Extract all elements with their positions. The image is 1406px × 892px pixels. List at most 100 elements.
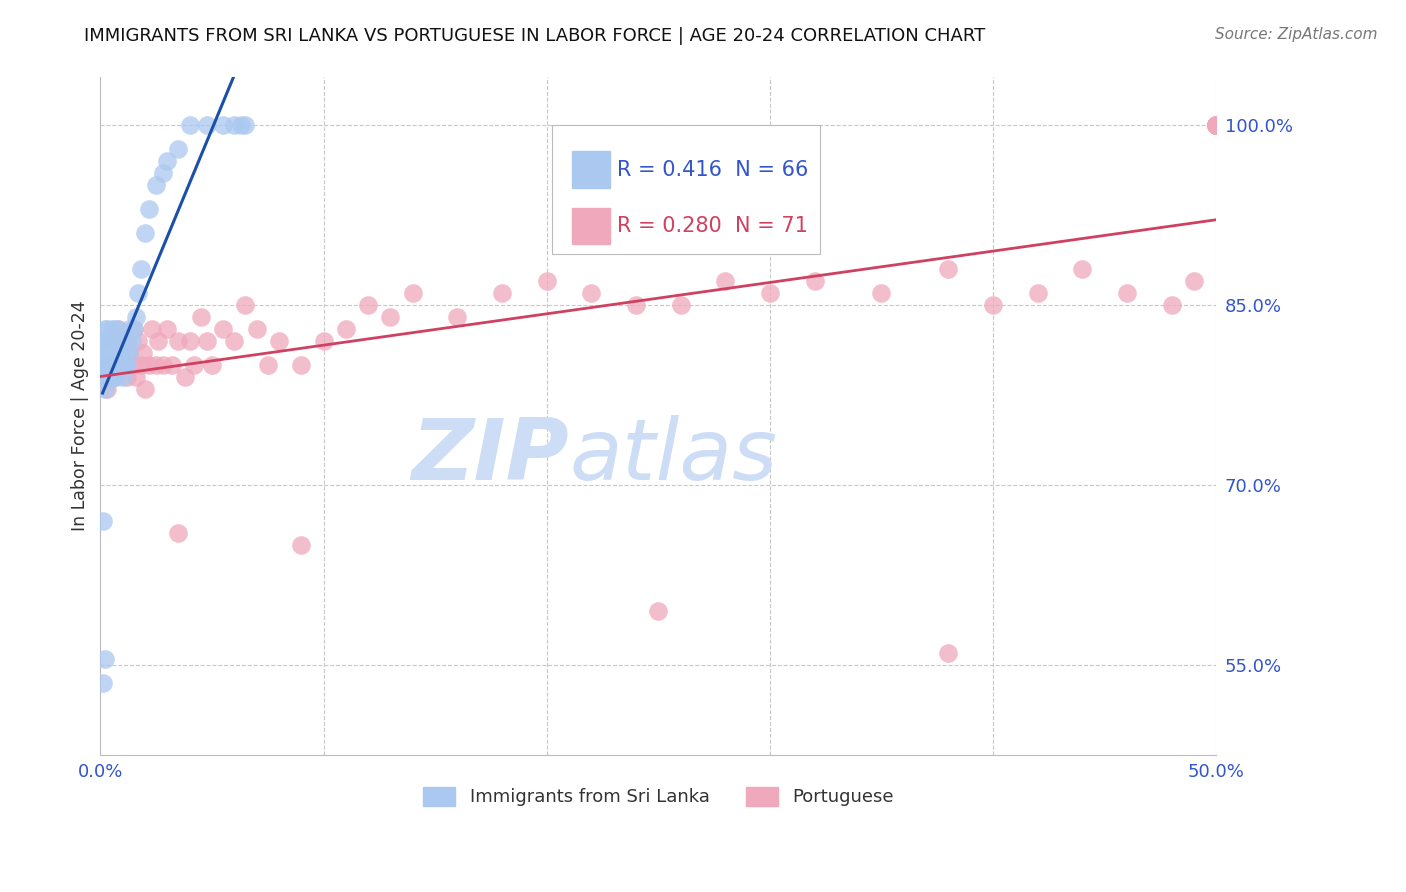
Point xyxy=(212,322,235,336)
Point xyxy=(1071,262,1094,277)
Point xyxy=(96,322,118,336)
Point xyxy=(111,334,134,349)
Point xyxy=(104,370,127,384)
Point xyxy=(107,346,129,360)
Point xyxy=(98,358,121,372)
Point xyxy=(118,346,141,360)
Point xyxy=(938,262,960,277)
Point xyxy=(125,310,148,325)
Point xyxy=(714,274,737,288)
FancyBboxPatch shape xyxy=(572,152,610,188)
Point xyxy=(91,358,114,372)
Point xyxy=(94,358,117,372)
Point xyxy=(103,358,125,372)
FancyBboxPatch shape xyxy=(572,208,610,244)
Point xyxy=(110,358,132,372)
Point xyxy=(138,358,160,372)
Point xyxy=(335,322,357,336)
Point xyxy=(94,322,117,336)
Point xyxy=(125,370,148,384)
Point xyxy=(111,370,134,384)
Point xyxy=(138,202,160,217)
Point xyxy=(1205,119,1227,133)
Point xyxy=(107,358,129,372)
Point xyxy=(357,298,380,312)
Point xyxy=(1205,119,1227,133)
Point xyxy=(110,334,132,349)
Text: IMMIGRANTS FROM SRI LANKA VS PORTUGUESE IN LABOR FORCE | AGE 20-24 CORRELATION C: IMMIGRANTS FROM SRI LANKA VS PORTUGUESE … xyxy=(84,27,986,45)
Point xyxy=(224,334,246,349)
Point xyxy=(115,334,138,349)
Point xyxy=(446,310,468,325)
Point xyxy=(134,227,156,241)
Point xyxy=(201,358,224,372)
Point xyxy=(98,334,121,349)
Point xyxy=(179,334,201,349)
Point xyxy=(96,346,118,360)
Point xyxy=(98,370,121,384)
Point xyxy=(107,322,129,336)
Point xyxy=(103,322,125,336)
Point xyxy=(1205,119,1227,133)
Point xyxy=(94,382,117,396)
Point xyxy=(115,370,138,384)
Point xyxy=(104,334,127,349)
Point xyxy=(111,358,134,372)
Point xyxy=(402,286,425,301)
Point xyxy=(107,322,129,336)
Text: R = 0.280  N = 71: R = 0.280 N = 71 xyxy=(617,216,808,236)
Point xyxy=(100,322,122,336)
Point xyxy=(197,119,219,133)
Point xyxy=(1116,286,1139,301)
Point xyxy=(107,358,129,372)
Point xyxy=(118,322,141,336)
Point xyxy=(91,676,114,690)
Legend: Immigrants from Sri Lanka, Portuguese: Immigrants from Sri Lanka, Portuguese xyxy=(415,780,901,814)
Point xyxy=(212,119,235,133)
Point xyxy=(91,370,114,384)
Point xyxy=(229,119,252,133)
Point xyxy=(1205,119,1227,133)
Point xyxy=(190,310,212,325)
Point xyxy=(981,298,1004,312)
Point xyxy=(100,334,122,349)
Point xyxy=(145,358,167,372)
Point xyxy=(803,274,825,288)
Point xyxy=(167,334,190,349)
Point xyxy=(380,310,402,325)
Point xyxy=(1205,119,1227,133)
Point xyxy=(156,154,179,169)
Point xyxy=(224,119,246,133)
Point xyxy=(938,646,960,660)
Point xyxy=(870,286,893,301)
Point xyxy=(179,119,201,133)
Text: ZIP: ZIP xyxy=(412,416,569,499)
Point xyxy=(183,358,205,372)
Point xyxy=(100,370,122,384)
Point xyxy=(235,119,257,133)
Y-axis label: In Labor Force | Age 20-24: In Labor Force | Age 20-24 xyxy=(72,301,89,532)
Point xyxy=(103,346,125,360)
Point xyxy=(96,382,118,396)
Point xyxy=(160,358,183,372)
Point xyxy=(104,358,127,372)
Point xyxy=(1160,298,1182,312)
Point xyxy=(122,322,145,336)
Point xyxy=(245,322,267,336)
Point xyxy=(235,298,257,312)
Point xyxy=(1026,286,1049,301)
Point xyxy=(111,358,134,372)
Point xyxy=(167,526,190,541)
Point xyxy=(197,334,219,349)
Point xyxy=(256,358,278,372)
Point xyxy=(312,334,335,349)
Point xyxy=(121,358,143,372)
Point xyxy=(115,358,138,372)
Point xyxy=(141,322,163,336)
Point xyxy=(647,604,669,618)
Point xyxy=(129,358,152,372)
Point xyxy=(103,370,125,384)
Point xyxy=(152,166,174,180)
Point xyxy=(91,334,114,349)
Point xyxy=(267,334,290,349)
